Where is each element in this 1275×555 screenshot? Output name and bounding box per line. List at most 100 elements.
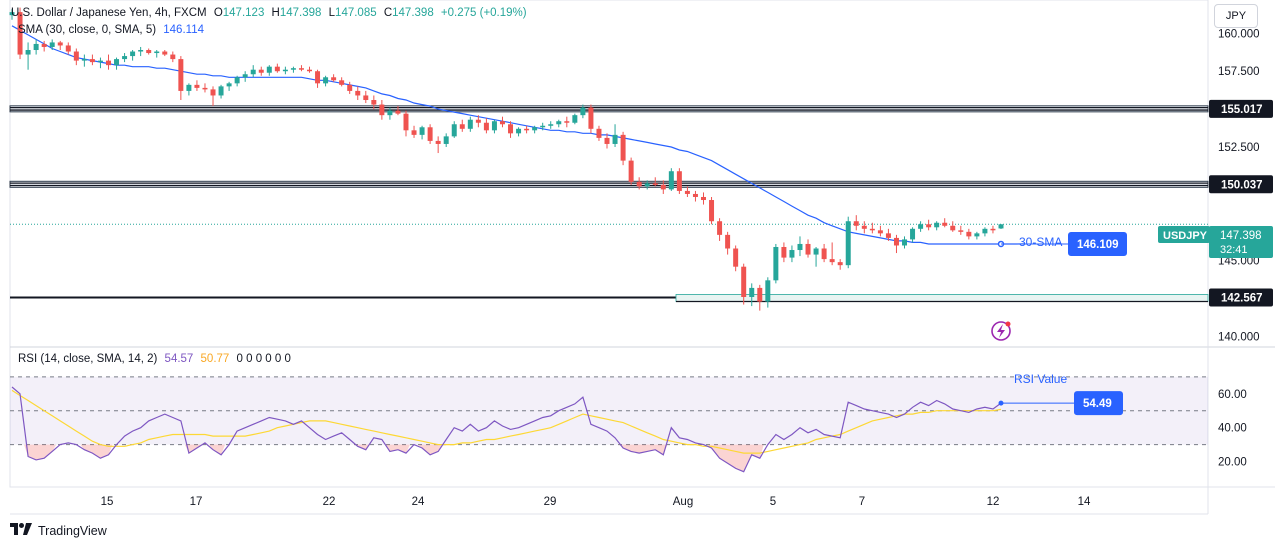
candle-down (210, 89, 216, 96)
candle-down (339, 80, 345, 85)
sma-value-text: 146.109 (1077, 239, 1119, 251)
rsi-oversold-fill (80, 444, 113, 459)
candle-down (829, 259, 835, 263)
candle-down (194, 84, 200, 88)
candle-down (869, 228, 875, 231)
candle-down (331, 77, 337, 81)
candle-up (467, 119, 473, 129)
candle-up (130, 51, 136, 57)
candle-up (556, 121, 562, 125)
candle-up (266, 66, 272, 73)
candle-up (290, 68, 296, 70)
price-tick-label: 157.500 (1218, 66, 1260, 78)
support-zone (675, 294, 1209, 302)
candle-up (242, 74, 248, 78)
candle-down (258, 69, 264, 73)
candle-down (636, 181, 642, 187)
symbol-badge (1158, 226, 1210, 243)
high-value: 147.398 (279, 7, 322, 19)
candle-down (781, 246, 787, 258)
candle-up (845, 221, 851, 266)
level-price-tag (1209, 288, 1273, 307)
candle-down (861, 225, 867, 229)
candle-up (33, 43, 39, 51)
candle-down (411, 130, 417, 135)
candle-down (73, 51, 79, 61)
high-label: H (271, 7, 280, 19)
candle-up (122, 56, 128, 60)
candle-up (234, 77, 240, 84)
candle-down (805, 243, 811, 255)
candle-up (419, 127, 425, 135)
candle-up (813, 248, 819, 255)
candle-down (435, 140, 441, 144)
low-label: L (328, 7, 336, 19)
candle-up (572, 115, 578, 123)
candle-down (684, 190, 690, 194)
price-tick-label: 152.500 (1218, 142, 1260, 154)
candle-down (315, 71, 321, 84)
time-tick-label: 24 (412, 496, 425, 508)
level-price-label: 150.037 (1221, 179, 1263, 191)
candle-down (877, 230, 883, 234)
candle-down (596, 128, 602, 138)
candle-up (218, 86, 224, 96)
candle-up (612, 134, 618, 144)
sma-legend[interactable]: SMA (30, close, 0, SMA, 5) 146.114 (18, 24, 208, 36)
countdown-label: 32:41 (1220, 244, 1248, 256)
time-tick-label: 22 (323, 496, 336, 508)
level-price-tag (1209, 175, 1273, 194)
close-value: 147.398 (392, 7, 434, 19)
candle-down (427, 127, 433, 141)
candle-up (323, 77, 329, 84)
candle-up (765, 280, 771, 302)
candle-down (926, 224, 932, 228)
sma-value-badge (1068, 231, 1127, 256)
rsi-zeros: 0 0 0 0 0 0 (236, 353, 291, 365)
candle-down (65, 45, 71, 52)
candle-up (491, 121, 497, 131)
candle-down (178, 59, 184, 91)
rsi-value-badge (1074, 391, 1123, 416)
candle-down (733, 248, 739, 267)
candle-down (274, 66, 280, 72)
candle-down (588, 107, 594, 129)
rsi-legend[interactable]: RSI (14, close, SMA, 14, 2) 54.57 50.77 … (18, 353, 295, 365)
candle-down (950, 225, 956, 231)
candle-down (307, 69, 312, 72)
candle-down (508, 124, 514, 134)
sma-legend-value: 146.114 (163, 24, 204, 36)
currency-button[interactable]: JPY (1214, 4, 1258, 28)
candle-down (475, 119, 481, 123)
candle-down (564, 121, 570, 123)
candle-up (186, 84, 192, 91)
candle-down (395, 110, 401, 114)
rsi-oversold-fill (619, 444, 668, 455)
candle-down (958, 230, 964, 232)
candle-down (990, 228, 996, 231)
tradingview-mark-icon (10, 523, 32, 538)
time-tick-label: 15 (101, 496, 114, 508)
candle-up (443, 136, 449, 144)
time-tick-label: 5 (770, 496, 776, 508)
candle-up (982, 228, 988, 234)
rsi-line (11, 386, 1002, 473)
time-tick-label: 7 (859, 496, 865, 508)
candle-down (821, 248, 827, 260)
candle-down (355, 90, 361, 96)
tradingview-logo[interactable]: TradingView (10, 523, 107, 538)
candle-down (604, 137, 610, 144)
lightning-icon[interactable] (991, 321, 1011, 341)
candle-up (9, 12, 15, 16)
candle-up (97, 60, 103, 63)
candle-up (226, 83, 232, 87)
candle-down (298, 68, 304, 70)
candle-up (49, 42, 55, 47)
rsi-annotation-label: RSI Value (1014, 372, 1067, 386)
candle-down (483, 122, 489, 131)
symbol-title: U.S. Dollar / Japanese Yen, 4h, FXCM (11, 7, 207, 19)
rsi-legend-label: RSI (14, close, SMA, 14, 2) (18, 353, 158, 365)
candle-down (170, 54, 176, 60)
